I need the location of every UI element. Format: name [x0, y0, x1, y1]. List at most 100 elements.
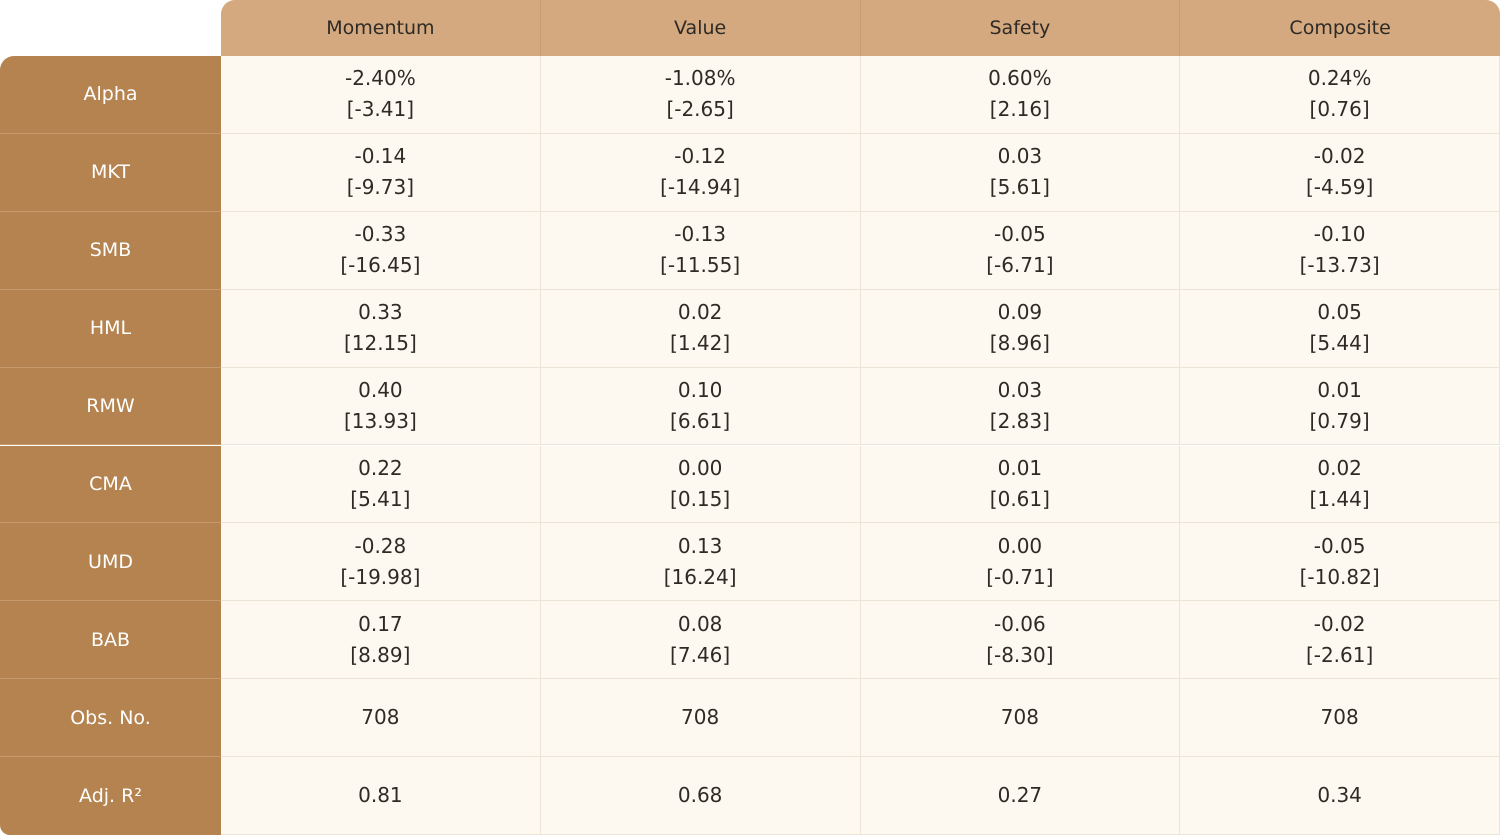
coefficient: 0.33 — [358, 300, 403, 325]
t-statistic: [0.76] — [1309, 97, 1370, 122]
table-cell: 0.33 [12.15] — [221, 289, 541, 368]
t-statistic: [5.61] — [989, 175, 1050, 200]
row-header: Obs. No. — [0, 679, 221, 758]
t-statistic: [5.41] — [350, 486, 411, 511]
table-cell: -1.08% [-2.65] — [540, 56, 861, 134]
coefficient: 0.60% — [988, 66, 1052, 91]
table-cell: -0.12 [-14.94] — [540, 133, 861, 212]
coefficient: -1.08% — [664, 66, 736, 91]
table-cell: 0.81 — [221, 757, 541, 835]
table-cell: 708 — [860, 679, 1181, 758]
t-statistic: [-11.55] — [660, 253, 741, 278]
coefficient: 0.40 — [358, 378, 403, 403]
t-statistic: [6.61] — [670, 409, 731, 434]
t-statistic: [-19.98] — [340, 564, 421, 589]
coefficient: -0.06 — [994, 611, 1046, 636]
coefficient: -0.05 — [994, 222, 1046, 247]
t-statistic: [-8.30] — [986, 642, 1054, 667]
t-statistic: [7.46] — [670, 642, 731, 667]
table-cell: -0.33 [-16.45] — [221, 211, 541, 290]
table-cell: -0.02 [-4.59] — [1180, 133, 1500, 212]
coefficient: 0.00 — [677, 455, 723, 480]
t-statistic: [5.44] — [1309, 331, 1370, 356]
t-statistic: [-9.73] — [346, 175, 415, 200]
coefficient: 0.00 — [997, 533, 1043, 558]
table-cell: 0.08 [7.46] — [540, 601, 861, 680]
t-statistic: [-2.61] — [1305, 642, 1374, 667]
t-statistic: [0.79] — [1309, 409, 1370, 434]
table-cell: 708 — [540, 679, 861, 758]
coefficient: 0.05 — [1317, 300, 1362, 325]
table-cell: -0.05 [-6.71] — [860, 211, 1181, 290]
table-cell: 0.13 [16.24] — [540, 523, 861, 602]
coefficient: 708 — [1000, 705, 1039, 730]
t-statistic: [16.24] — [663, 564, 737, 589]
t-statistic: [-16.45] — [340, 253, 421, 278]
t-statistic: [-0.71] — [986, 564, 1054, 589]
table-cell: -0.10 [-13.73] — [1180, 211, 1500, 290]
table-cell: 0.00 [-0.71] — [860, 523, 1181, 602]
row-header: MKT — [0, 133, 221, 212]
coefficient: 0.24% — [1307, 66, 1372, 91]
table-cell: 0.03 [5.61] — [860, 133, 1181, 212]
table-cell: -0.13 [-11.55] — [540, 211, 861, 290]
coefficient: -0.13 — [674, 222, 726, 247]
table-cell: 0.10 [6.61] — [540, 367, 861, 446]
table-cell: 0.24% [0.76] — [1180, 56, 1500, 134]
t-statistic: [-3.41] — [346, 97, 415, 122]
t-statistic: [12.15] — [343, 331, 417, 356]
table-cell: 708 — [1180, 679, 1500, 758]
coefficient: -0.33 — [354, 222, 407, 247]
table-cell: 0.02 [1.42] — [540, 289, 861, 368]
table-cell: -2.40% [-3.41] — [221, 56, 541, 134]
coefficient: 0.08 — [677, 611, 723, 636]
row-header: SMB — [0, 211, 221, 290]
column-header: Momentum — [221, 0, 541, 56]
column-header: Safety — [860, 0, 1181, 56]
row-header: Adj. R² — [0, 757, 221, 835]
coefficient: 0.02 — [677, 300, 723, 325]
row-header: Alpha — [0, 56, 221, 134]
coefficient: 0.03 — [997, 378, 1043, 403]
t-statistic: [0.61] — [989, 486, 1050, 511]
coefficient: 0.01 — [997, 455, 1043, 480]
table-cell: -0.28 [-19.98] — [221, 523, 541, 602]
coefficient: 0.34 — [1317, 783, 1362, 808]
table-cell: 0.60% [2.16] — [860, 56, 1181, 134]
table-cell: -0.05 [-10.82] — [1180, 523, 1500, 602]
table-cell: 0.22 [5.41] — [221, 445, 541, 524]
coefficient: 0.09 — [997, 300, 1043, 325]
coefficient: -0.14 — [354, 144, 407, 169]
column-header: Composite — [1180, 0, 1500, 56]
table-cell: 0.34 — [1180, 757, 1500, 835]
t-statistic: [8.96] — [989, 331, 1050, 356]
table-cell: 0.27 — [860, 757, 1181, 835]
coefficient: 0.01 — [1317, 378, 1362, 403]
t-statistic: [-4.59] — [1305, 175, 1374, 200]
table-cell: 0.09 [8.96] — [860, 289, 1181, 368]
coefficient: 0.27 — [997, 783, 1043, 808]
t-statistic: [1.44] — [1309, 486, 1370, 511]
coefficient: 0.13 — [677, 533, 723, 558]
t-statistic: [-10.82] — [1299, 564, 1380, 589]
t-statistic: [8.89] — [350, 642, 411, 667]
t-statistic: [0.15] — [670, 486, 731, 511]
coefficient: 0.17 — [358, 611, 403, 636]
table-cell: 0.00 [0.15] — [540, 445, 861, 524]
table-cell: 0.40 [13.93] — [221, 367, 541, 446]
table-cell: 0.01 [0.61] — [860, 445, 1181, 524]
table-cell: 0.17 [8.89] — [221, 601, 541, 680]
table-cell: 0.01 [0.79] — [1180, 367, 1500, 446]
coefficient: -0.28 — [354, 533, 407, 558]
t-statistic: [2.83] — [989, 409, 1050, 434]
row-header: RMW — [0, 367, 221, 446]
t-statistic: [13.93] — [343, 409, 417, 434]
t-statistic: [2.16] — [989, 97, 1050, 122]
coefficient: -0.02 — [1313, 611, 1366, 636]
t-statistic: [-14.94] — [660, 175, 741, 200]
t-statistic: [-2.65] — [666, 97, 734, 122]
coefficient: 708 — [361, 705, 400, 730]
coefficient: -0.05 — [1313, 533, 1366, 558]
table-cell: -0.06 [-8.30] — [860, 601, 1181, 680]
